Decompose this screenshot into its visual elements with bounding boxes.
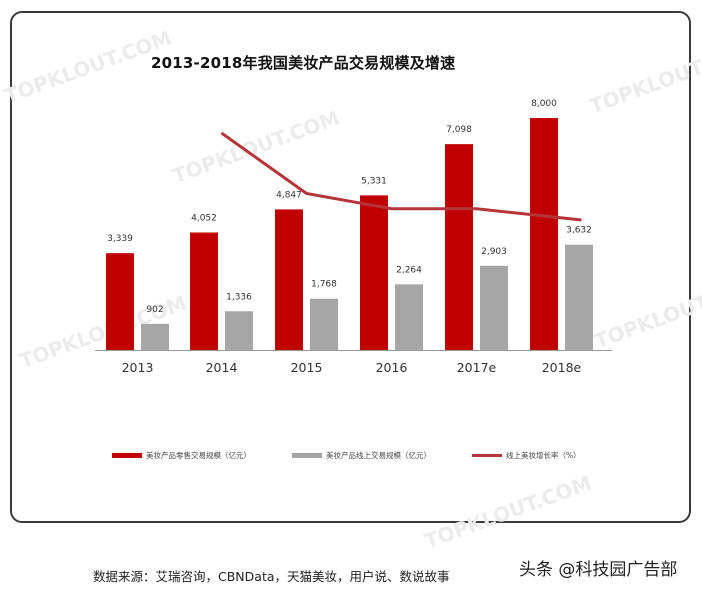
- x-tick-label: 2018e: [542, 360, 582, 375]
- bar-retail: [275, 209, 303, 350]
- bar-label: 2,903: [481, 247, 507, 257]
- author-credit: 头条 @科技园广告部: [519, 560, 678, 580]
- x-tick-label: 2013: [122, 360, 154, 375]
- bar-retail: [360, 195, 388, 350]
- bar-retail: [106, 253, 134, 350]
- legend-swatch-gray: [292, 453, 322, 458]
- x-tick-label: 2014: [206, 360, 238, 375]
- bar-label: 5,331: [361, 176, 387, 186]
- bar-online: [395, 284, 423, 350]
- bar-label: 1,768: [311, 280, 337, 290]
- bar-online: [310, 298, 338, 350]
- bar-label: 8,000: [531, 99, 557, 109]
- bar-label: 3,632: [566, 226, 592, 236]
- x-tick-label: 2017e: [457, 360, 497, 375]
- bar-chart: 3,339 902 2013 4,052 1,336 2014 4,847 1,768 2015…: [95, 99, 612, 375]
- x-tick-label: 2016: [376, 360, 408, 375]
- bar-online: [565, 244, 593, 350]
- legend-item-online: 美妆产品线上交易规模（亿元）: [292, 450, 431, 461]
- bar-label: 2,264: [396, 265, 422, 275]
- legend-line-red: [472, 454, 502, 457]
- bar-label: 1,336: [226, 292, 252, 302]
- bar-label: 3,339: [107, 234, 133, 244]
- bar-label: 902: [146, 305, 163, 315]
- legend-swatch-red: [112, 453, 142, 458]
- bar-online: [225, 311, 253, 350]
- legend-label: 美妆产品零售交易规模（亿元）: [146, 451, 251, 460]
- bar-label: 4,847: [276, 190, 302, 200]
- bar-online: [141, 323, 169, 350]
- x-tick-label: 2015: [291, 360, 323, 375]
- legend-item-growth: 线上美妆增长率（%）: [472, 450, 581, 461]
- legend-label: 线上美妆增长率（%）: [506, 451, 581, 460]
- legend-item-retail: 美妆产品零售交易规模（亿元）: [112, 450, 251, 461]
- growth-rate-line: [220, 131, 582, 222]
- bar-retail: [445, 144, 473, 350]
- bar-retail: [190, 232, 218, 350]
- bar-label: 7,098: [446, 125, 472, 135]
- chart-title: 2013-2018年我国美妆产品交易规模及增速: [151, 54, 456, 72]
- bar-label: 4,052: [191, 213, 217, 223]
- bar-retail: [530, 118, 558, 350]
- data-source: 数据来源：艾瑞咨询，CBNData，天猫美妆，用户说、数说故事: [93, 569, 450, 584]
- bar-online: [480, 265, 508, 350]
- legend-label: 美妆产品线上交易规模（亿元）: [326, 451, 431, 460]
